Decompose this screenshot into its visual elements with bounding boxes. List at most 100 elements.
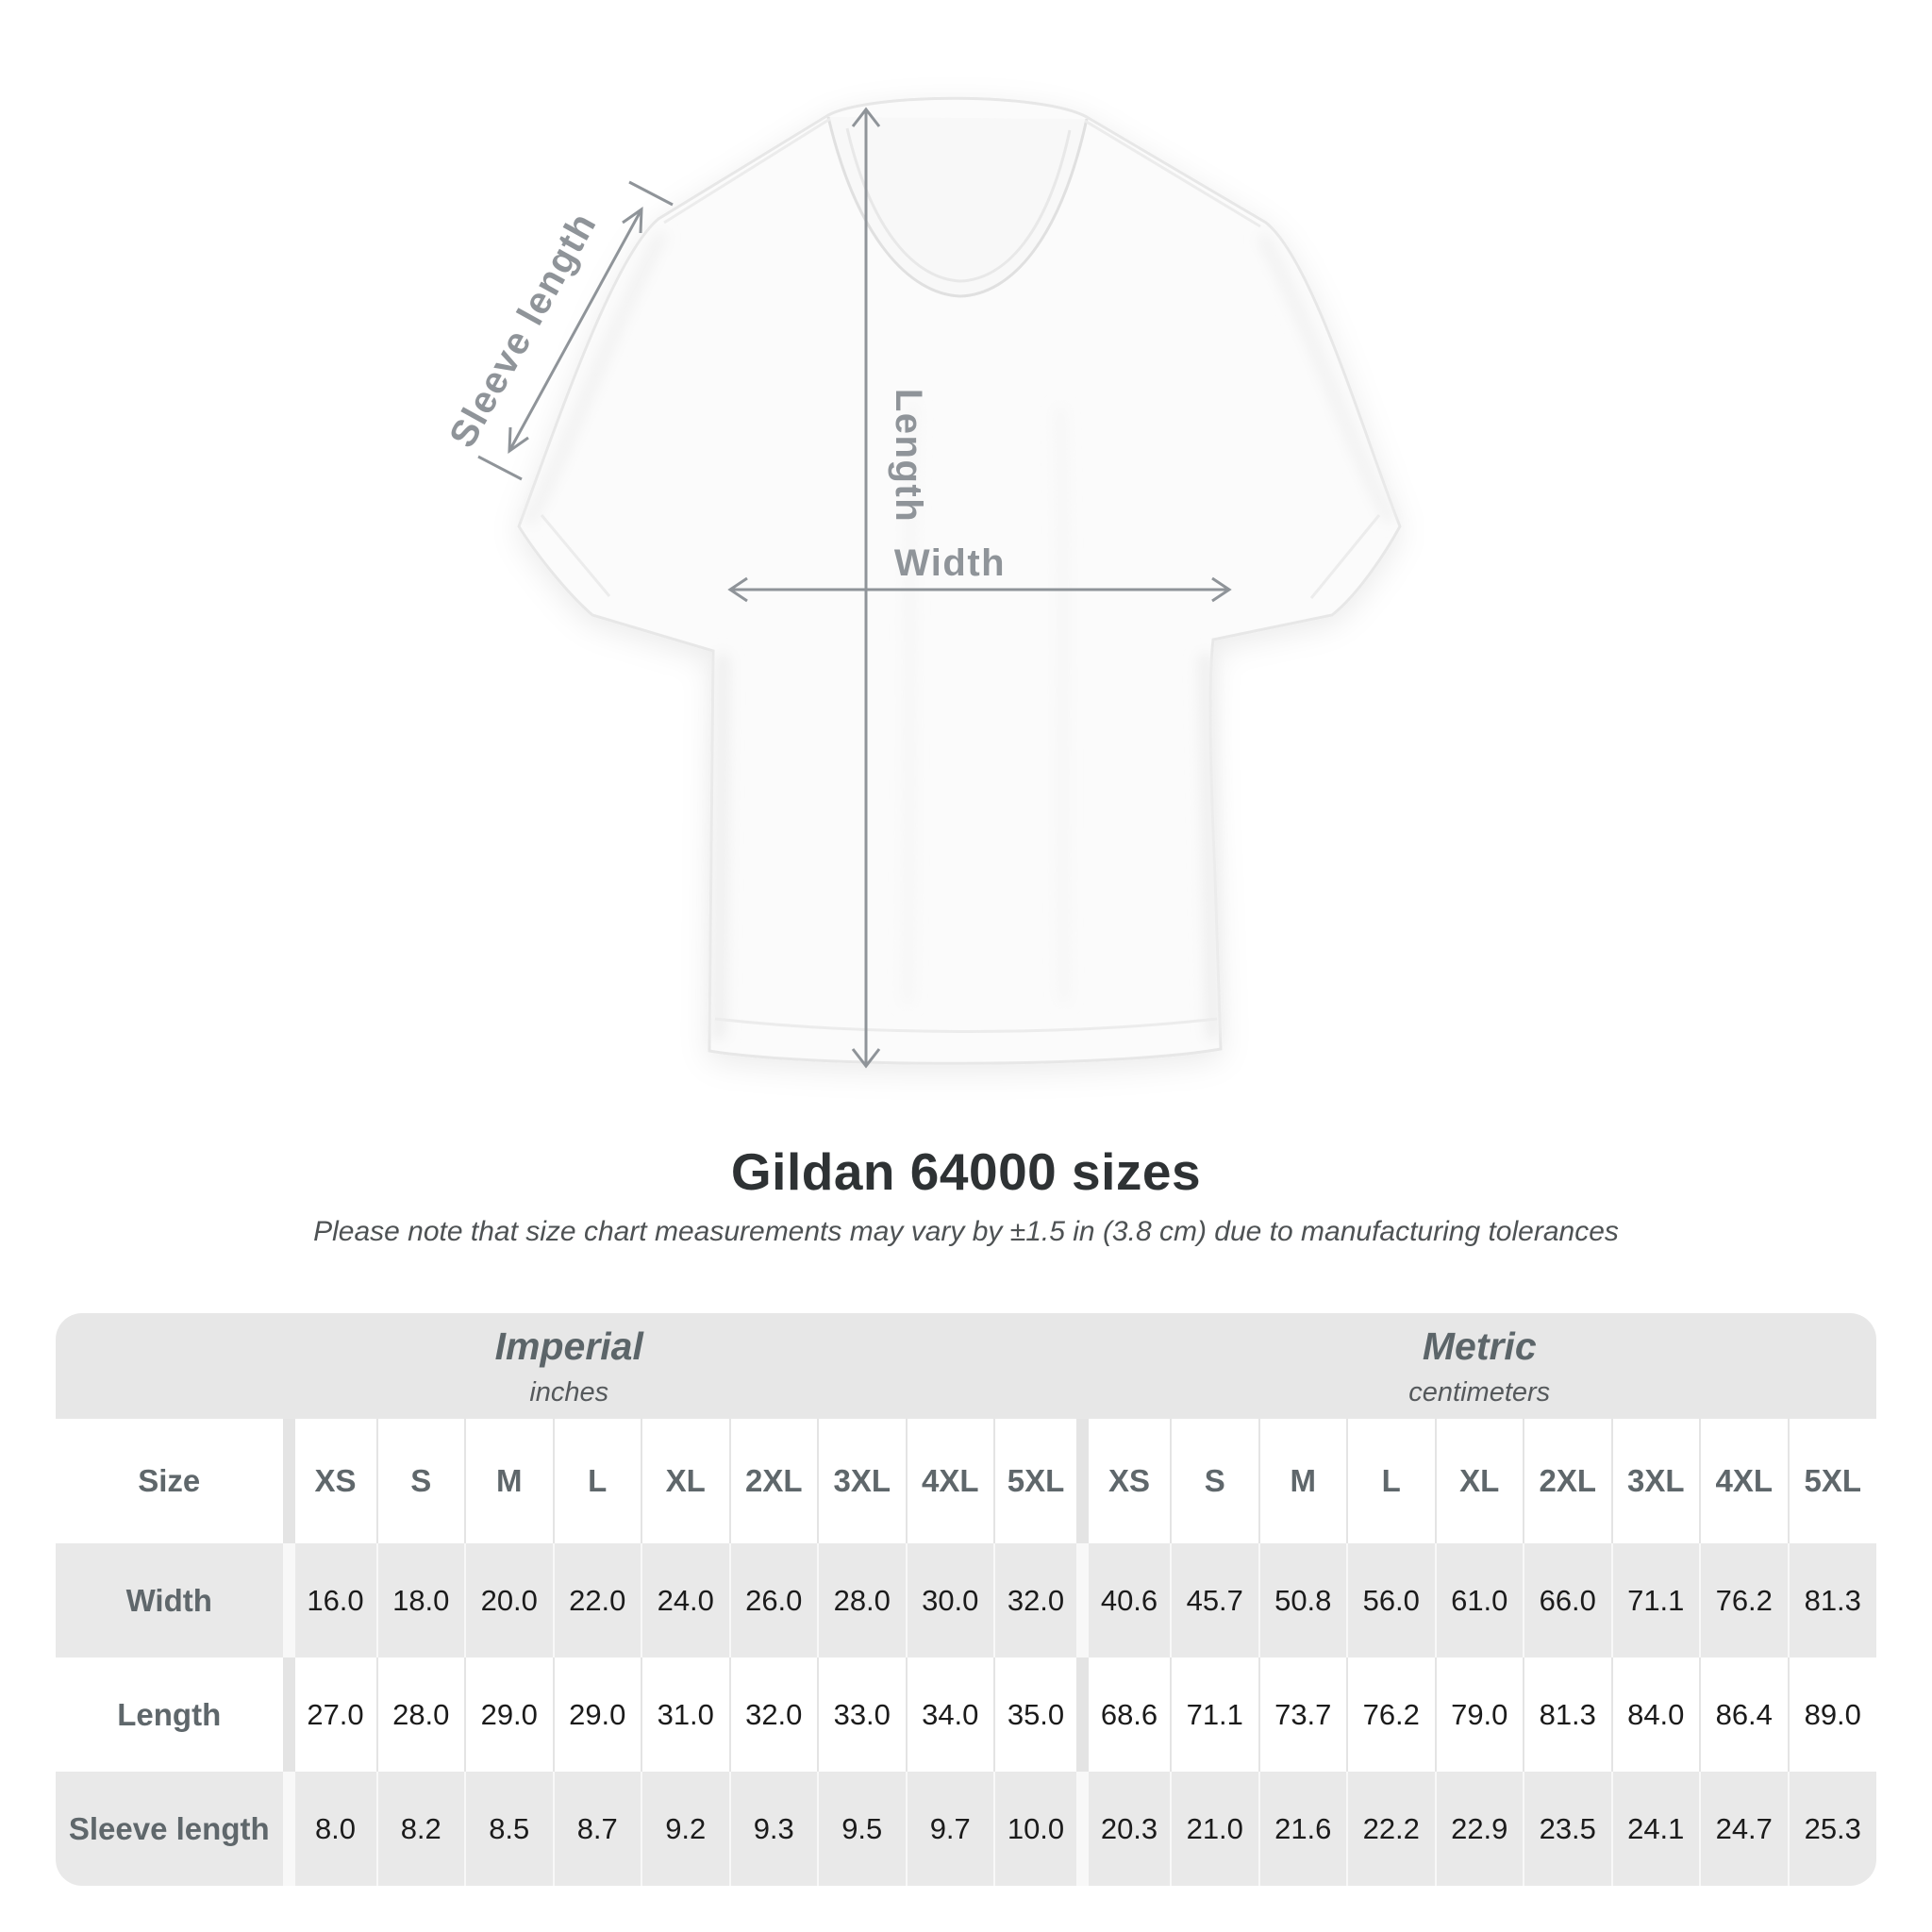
column-header-imperial-l: L — [552, 1419, 641, 1543]
metric-label: Metric — [1422, 1324, 1537, 1368]
cell-imperial: 34.0 — [905, 1657, 994, 1772]
cell-metric: 45.7 — [1170, 1543, 1259, 1657]
metric-unit: centimeters — [1408, 1376, 1551, 1407]
row-label: Width — [125, 1582, 212, 1618]
page-title: Gildan 64000 sizes — [730, 1142, 1202, 1201]
column-header-imperial-3xl: 3XL — [817, 1419, 907, 1543]
row-sleeve-length: Sleeve length 8.0 8.2 8.5 8.7 9.2 9.3 9.5 9.7 10.… — [56, 1772, 1876, 1886]
cell-metric: 56.0 — [1346, 1543, 1436, 1657]
cell-imperial: 27.0 — [282, 1657, 377, 1772]
cell-metric: 81.3 — [1523, 1657, 1612, 1772]
cell-imperial: 32.0 — [728, 1657, 818, 1772]
cell-metric: 73.7 — [1257, 1657, 1347, 1772]
column-header-imperial-xs: XS — [282, 1419, 377, 1543]
unit-group-header-row: Imperial inches Metric centimeters — [56, 1313, 1876, 1419]
row-label: Length — [117, 1696, 222, 1732]
tshirt-diagram: Sleeve length Length Width — [441, 96, 1402, 1069]
cell-imperial: 35.0 — [993, 1657, 1083, 1772]
cell-metric: 76.2 — [1699, 1543, 1789, 1657]
collar — [826, 116, 1089, 298]
cell-metric: 50.8 — [1257, 1543, 1347, 1657]
row-width: Width 16.0 18.0 20.0 22.0 24.0 26.0 28.0 30.0 32.… — [56, 1543, 1876, 1657]
cell-imperial: 32.0 — [993, 1543, 1083, 1657]
size-header-row: Size XS S M L XL 2XL 3XL 4XL 5XL XS S M L XL 2XL 3XL 4XL 5… — [56, 1419, 1876, 1543]
cell-imperial: 28.0 — [375, 1657, 465, 1772]
cell-metric: 66.0 — [1523, 1543, 1612, 1657]
cell-metric: 84.0 — [1610, 1657, 1700, 1772]
cell-imperial: 31.0 — [641, 1657, 730, 1772]
cell-imperial: 9.3 — [728, 1772, 818, 1886]
metric-group-header: Metric centimeters — [1082, 1313, 1876, 1419]
cell-imperial: 8.5 — [464, 1772, 554, 1886]
size-table: Imperial inches Metric centimeters Size X… — [56, 1313, 1876, 1886]
cell-metric: 24.1 — [1610, 1772, 1700, 1886]
cell-metric: 71.1 — [1170, 1657, 1259, 1772]
column-header-metric-l: L — [1346, 1419, 1436, 1543]
column-header-metric-5xl: 5XL — [1787, 1419, 1876, 1543]
column-header-imperial-4xl: 4XL — [905, 1419, 994, 1543]
cell-metric: 22.2 — [1346, 1772, 1436, 1886]
column-header-imperial-m: M — [464, 1419, 554, 1543]
sleeve-length-arrow — [477, 180, 674, 481]
column-header-metric-4xl: 4XL — [1699, 1419, 1789, 1543]
column-header-size: Size — [56, 1419, 289, 1543]
cell-metric: 86.4 — [1699, 1657, 1789, 1772]
cell-imperial: 8.7 — [552, 1772, 641, 1886]
cell-metric: 68.6 — [1076, 1657, 1171, 1772]
length-arrow — [851, 107, 881, 1069]
cell-metric: 61.0 — [1434, 1543, 1524, 1657]
cell-metric: 25.3 — [1787, 1772, 1876, 1886]
imperial-label: Imperial — [494, 1324, 643, 1368]
cell-metric: 89.0 — [1787, 1657, 1876, 1772]
size-table-container: Imperial inches Metric centimeters Size X… — [56, 1313, 1876, 1886]
width-label: Width — [894, 542, 1006, 584]
cell-imperial: 30.0 — [905, 1543, 994, 1657]
cell-metric: 23.5 — [1523, 1772, 1612, 1886]
tolerance-note: Please note that size chart measurements… — [313, 1216, 1619, 1247]
length-label: Length — [888, 389, 929, 523]
cell-metric: 21.6 — [1257, 1772, 1347, 1886]
column-header-metric-xl: XL — [1434, 1419, 1524, 1543]
cell-imperial: 18.0 — [375, 1543, 465, 1657]
cell-imperial: 33.0 — [817, 1657, 907, 1772]
cell-imperial: 29.0 — [464, 1657, 554, 1772]
cell-metric: 22.9 — [1434, 1772, 1524, 1886]
cell-imperial: 20.0 — [464, 1543, 554, 1657]
cell-metric: 24.7 — [1699, 1772, 1789, 1886]
seams — [540, 117, 1381, 1033]
width-arrow — [727, 576, 1232, 603]
column-header-metric-s: S — [1170, 1419, 1259, 1543]
imperial-unit: inches — [529, 1376, 609, 1407]
cell-imperial: 8.2 — [375, 1772, 465, 1886]
cell-imperial: 9.5 — [817, 1772, 907, 1886]
cell-imperial: 29.0 — [552, 1657, 641, 1772]
column-header-metric-2xl: 2XL — [1523, 1419, 1612, 1543]
imperial-group-header: Imperial inches — [56, 1313, 1083, 1419]
cell-imperial: 9.7 — [905, 1772, 994, 1886]
cell-metric: 21.0 — [1170, 1772, 1259, 1886]
fabric-shading — [525, 232, 1394, 1041]
cell-metric: 71.1 — [1610, 1543, 1700, 1657]
cell-imperial: 28.0 — [817, 1543, 907, 1657]
column-header-imperial-s: S — [375, 1419, 465, 1543]
column-header-imperial-2xl: 2XL — [728, 1419, 818, 1543]
cell-imperial: 24.0 — [641, 1543, 730, 1657]
cell-imperial: 22.0 — [552, 1543, 641, 1657]
cell-imperial: 10.0 — [993, 1772, 1083, 1886]
cell-imperial: 16.0 — [282, 1543, 377, 1657]
column-header-metric-3xl: 3XL — [1610, 1419, 1700, 1543]
column-header-imperial-5xl: 5XL — [993, 1419, 1083, 1543]
column-header-metric-m: M — [1257, 1419, 1347, 1543]
cell-metric: 81.3 — [1787, 1543, 1876, 1657]
column-header-metric-xs: XS — [1076, 1419, 1171, 1543]
cell-metric: 79.0 — [1434, 1657, 1524, 1772]
row-label: Sleeve length — [68, 1810, 270, 1846]
cell-metric: 76.2 — [1346, 1657, 1436, 1772]
cell-imperial: 9.2 — [641, 1772, 730, 1886]
cell-imperial: 8.0 — [282, 1772, 377, 1886]
cell-imperial: 26.0 — [728, 1543, 818, 1657]
column-header-imperial-xl: XL — [641, 1419, 730, 1543]
cell-metric: 20.3 — [1076, 1772, 1171, 1886]
row-length: Length 27.0 28.0 29.0 29.0 31.0 32.0 33.0 34.0 35… — [56, 1657, 1876, 1772]
